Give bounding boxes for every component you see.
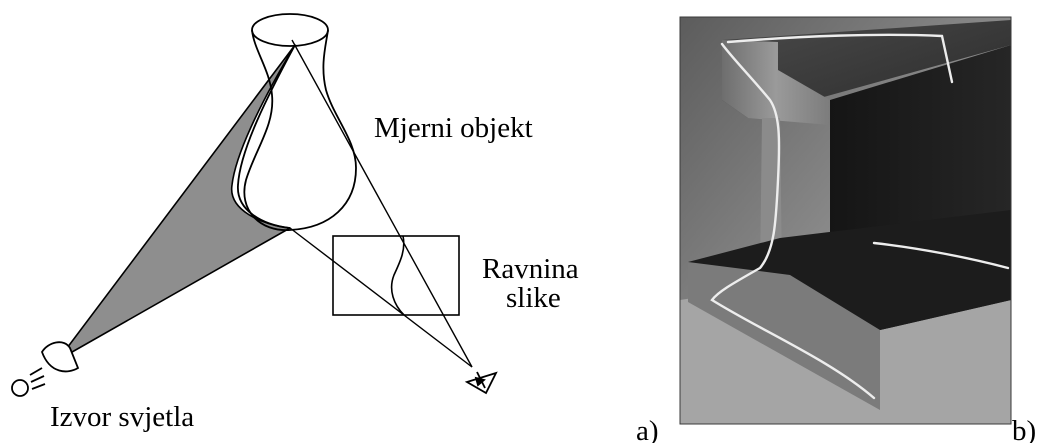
light-sheet [57,44,296,361]
lamp-bulb [11,379,29,397]
light-source-label: Izvor svjetla [50,401,194,433]
panel-b-caption: b) [1012,415,1036,443]
photo-frame [679,16,1012,425]
rail-foot-top [688,210,1011,330]
ray-bottom [289,227,473,368]
image-plane-profile [390,235,405,316]
laser-line [710,33,1010,400]
panel-b-photo: b) [679,16,1036,443]
rail-web-face [760,118,782,275]
panel-a-diagram: Mjerni objekt Ravnina slike Izvor svjetl… [11,13,659,443]
laser-line-profile [710,42,876,400]
laser-line-foot [872,241,1010,270]
object-profile-curve [237,44,296,229]
rail-head-face [722,40,830,125]
panel-a-caption: a) [636,415,659,443]
ray-top [291,39,473,368]
object-top-rim [251,13,329,47]
object-outline [243,29,357,231]
lamp-icon [11,341,80,397]
eye-pupil [474,376,486,387]
measuring-object [237,13,357,231]
eye-icon [464,371,498,395]
image-plane-label-line1: Ravnina [482,253,579,285]
lamp-reflector [41,341,80,373]
laser-line-top [726,33,954,84]
object-label: Mjerni objekt [374,112,533,144]
image-plane [332,235,460,316]
image-plane-label-line2: slike [506,282,561,314]
lamp-ray-1 [29,367,43,376]
image-plane-frame [332,235,460,316]
reflection-rays [289,39,473,368]
lamp-ray-3 [31,383,46,390]
lamp-ray-2 [30,375,45,383]
